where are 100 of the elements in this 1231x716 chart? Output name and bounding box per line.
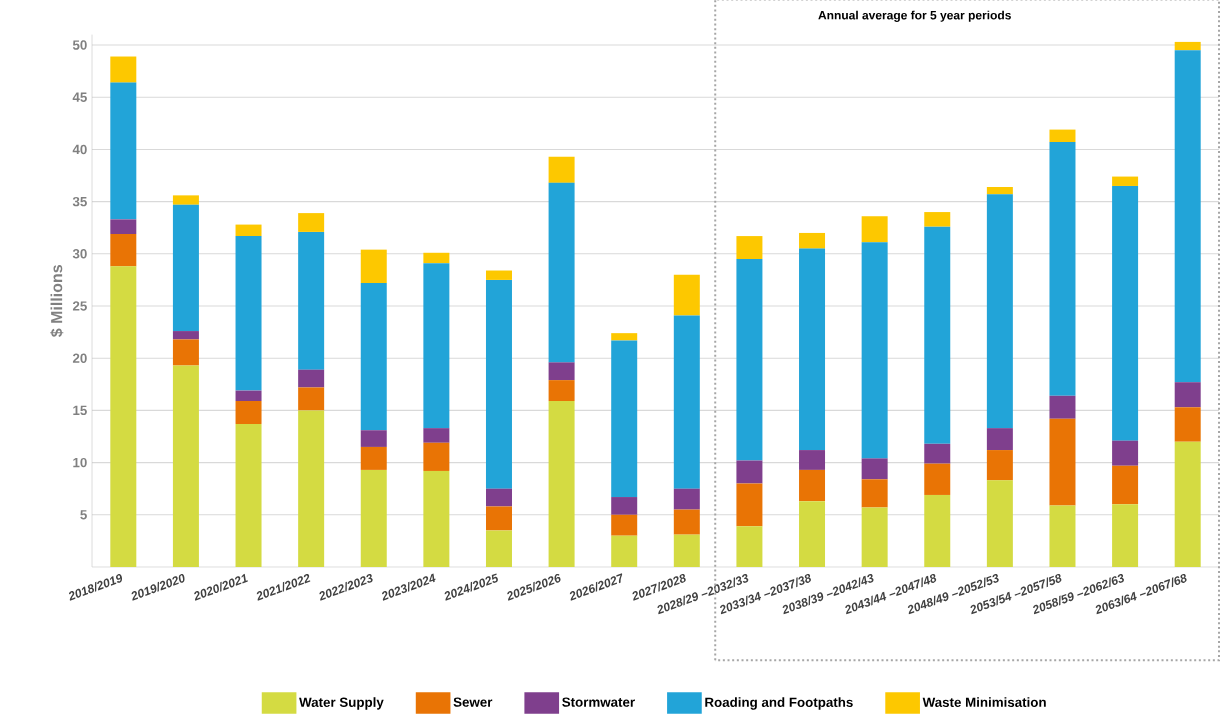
legend-label: Water Supply	[299, 697, 384, 710]
bar	[736, 460, 763, 484]
bar	[1174, 441, 1201, 567]
bar	[360, 446, 387, 470]
legend-label: Stormwater	[562, 697, 635, 707]
bar	[611, 333, 638, 341]
bar	[736, 483, 763, 527]
bar	[799, 248, 826, 451]
bar	[298, 387, 325, 411]
y-tick-label: 35	[72, 196, 87, 207]
bar	[861, 458, 888, 480]
bar	[1174, 41, 1201, 51]
bar	[548, 156, 575, 183]
y-axis-title: $ Millions	[50, 265, 64, 338]
bar	[861, 479, 888, 508]
bar	[799, 232, 826, 249]
bar	[1112, 465, 1139, 505]
bar	[172, 365, 199, 567]
bar	[924, 226, 951, 444]
bar	[1112, 440, 1139, 466]
bar	[986, 187, 1013, 195]
bar	[986, 428, 1013, 451]
bar	[485, 488, 512, 507]
bar	[298, 410, 325, 567]
bar	[423, 428, 450, 443]
bar	[298, 369, 325, 388]
bar	[924, 443, 951, 464]
bar	[1174, 382, 1201, 408]
bar	[673, 509, 700, 535]
bar	[861, 216, 888, 243]
bar	[423, 442, 450, 471]
bar	[298, 213, 325, 232]
bar	[1112, 504, 1139, 567]
bar	[298, 231, 325, 370]
bar	[548, 362, 575, 381]
bar	[110, 219, 137, 234]
bar	[423, 470, 450, 567]
bar	[986, 450, 1013, 481]
y-tick-label: 25	[72, 301, 87, 311]
bar	[986, 194, 1013, 429]
bar	[611, 514, 638, 536]
bar	[736, 526, 763, 567]
bar	[235, 236, 262, 391]
bar	[485, 530, 512, 567]
bar	[986, 480, 1013, 567]
bar	[110, 56, 137, 83]
bar	[172, 339, 199, 366]
bar	[1049, 129, 1076, 143]
bar	[611, 340, 638, 498]
bar	[360, 283, 387, 431]
y-tick-label: 40	[72, 144, 87, 155]
bar	[611, 535, 638, 567]
y-tick-label: 20	[72, 353, 87, 363]
bar	[235, 423, 262, 567]
bar	[1174, 50, 1201, 383]
bar	[360, 249, 387, 284]
bar	[1049, 142, 1076, 396]
bar	[924, 463, 951, 495]
y-tick-label: 15	[73, 405, 87, 416]
bar	[736, 236, 763, 260]
bar	[861, 507, 888, 567]
y-tick-label: 45	[72, 92, 87, 102]
bar	[110, 266, 137, 567]
bar	[799, 450, 826, 470]
bar	[172, 204, 199, 332]
bar	[485, 270, 512, 280]
bar	[172, 195, 199, 205]
bar	[799, 501, 826, 567]
bar	[673, 534, 700, 567]
bar	[235, 401, 262, 424]
legend-label: Roading and Footpaths	[705, 697, 853, 710]
bar	[799, 469, 826, 502]
bar	[861, 242, 888, 459]
y-tick-label: 10	[73, 457, 87, 468]
bar	[611, 497, 638, 515]
legend-label: Sewer	[453, 697, 493, 707]
bar	[1112, 185, 1139, 441]
bar	[1049, 505, 1076, 567]
bar	[673, 274, 700, 316]
bar	[548, 401, 575, 567]
bar	[360, 430, 387, 447]
bar	[485, 279, 512, 489]
bar	[360, 469, 387, 567]
bar	[423, 252, 450, 264]
bar	[1049, 395, 1076, 419]
bar	[548, 182, 575, 363]
y-tick-label: 50	[72, 40, 87, 50]
text: Annual average for 5 year periods	[818, 10, 1011, 22]
bar	[924, 212, 951, 227]
bar	[673, 315, 700, 489]
bar	[110, 82, 137, 220]
bar	[736, 259, 763, 461]
bar	[1049, 418, 1076, 506]
bar	[423, 263, 450, 429]
bar	[1174, 407, 1201, 442]
bar	[548, 380, 575, 402]
bar	[172, 331, 199, 340]
y-tick-label: 30	[72, 249, 87, 259]
bar	[235, 224, 262, 237]
bar	[673, 488, 700, 510]
